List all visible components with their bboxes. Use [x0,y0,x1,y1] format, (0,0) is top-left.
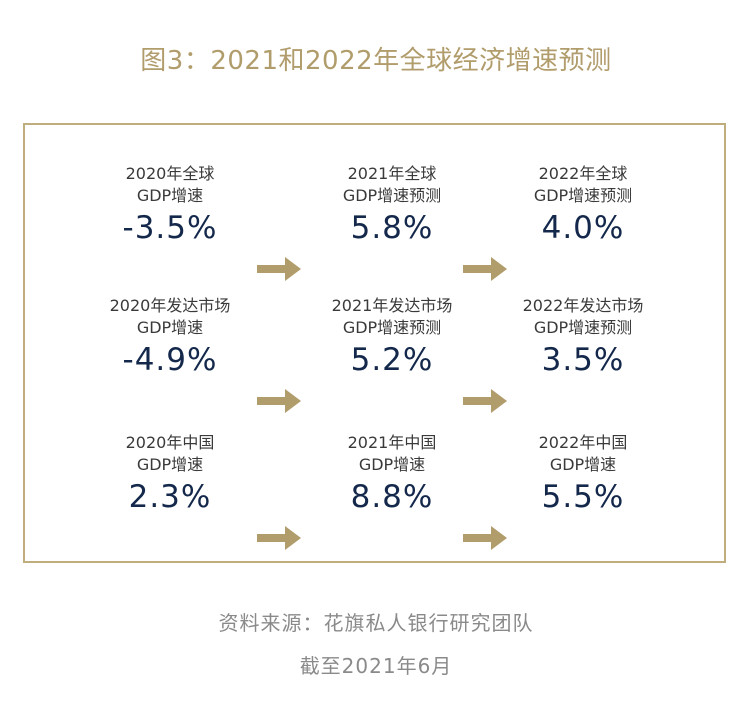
arrow-shape [463,389,507,413]
metric-value: 2.3% [128,479,212,515]
arrow-right-icon [257,257,301,281]
metric-value: 3.5% [541,342,625,378]
metric-label: 2020年发达市场 GDP增速 [109,296,231,337]
arrow-shape [257,526,301,550]
arrow-shape [463,526,507,550]
metric-value: 5.5% [541,479,625,515]
metric-cell: 2022年全球 GDP增速预测 4.0% [493,163,673,247]
metric-label: 2021年全球 GDP增速预测 [342,164,442,205]
chart-frame: 2020年全球 GDP增速 -3.5% 2021年全球 GDP增速预测 5.8% 202… [23,123,726,563]
metric-label: 2020年全球 GDP增速 [125,164,215,205]
arrow-right-icon [257,389,301,413]
metric-cell: 2021年全球 GDP增速预测 5.8% [302,163,482,247]
metric-value: -4.9% [122,342,218,378]
metric-label: 2021年发达市场 GDP增速预测 [331,296,453,337]
metric-cell: 2022年中国 GDP增速 5.5% [493,432,673,516]
metric-cell: 2020年发达市场 GDP增速 -4.9% [80,295,260,379]
metric-label: 2022年中国 GDP增速 [538,433,628,474]
page-title: 图3：2021和2022年全球经济增速预测 [140,46,612,76]
metric-value: 4.0% [541,210,625,246]
metric-cell: 2021年中国 GDP增速 8.8% [302,432,482,516]
metric-value: 5.8% [350,210,434,246]
date-line: 截至2021年6月 [299,654,453,678]
arrow-shape [257,389,301,413]
arrow-right-icon [257,526,301,550]
metric-value: -3.5% [122,210,218,246]
source-line: 资料来源：花旗私人银行研究团队 [218,611,534,635]
metric-cell: 2020年全球 GDP增速 -3.5% [80,163,260,247]
arrow-shape [257,257,301,281]
metric-value: 8.8% [350,479,434,515]
arrow-right-icon [463,389,507,413]
arrow-right-icon [463,257,507,281]
arrow-right-icon [463,526,507,550]
arrow-shape [463,257,507,281]
metric-value: 5.2% [350,342,434,378]
metric-cell: 2020年中国 GDP增速 2.3% [80,432,260,516]
metric-cell: 2021年发达市场 GDP增速预测 5.2% [302,295,482,379]
metric-label: 2020年中国 GDP增速 [125,433,215,474]
metric-label: 2022年全球 GDP增速预测 [533,164,633,205]
metric-cell: 2022年发达市场 GDP增速预测 3.5% [493,295,673,379]
metric-label: 2021年中国 GDP增速 [347,433,437,474]
metric-label: 2022年发达市场 GDP增速预测 [522,296,644,337]
